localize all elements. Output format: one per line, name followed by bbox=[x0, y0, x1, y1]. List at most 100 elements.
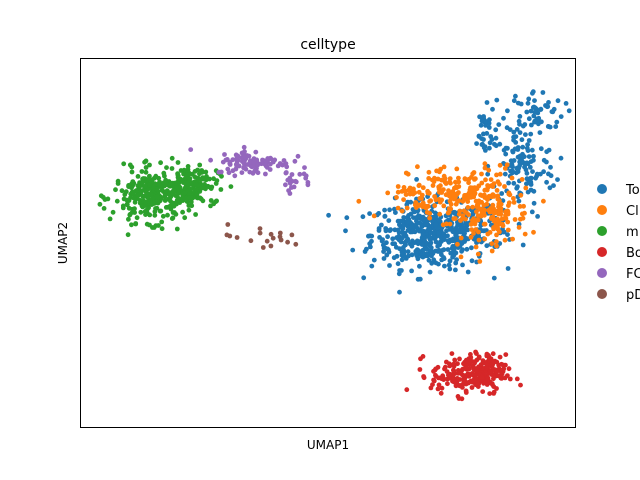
point bbox=[293, 179, 299, 185]
point bbox=[383, 226, 389, 231]
point bbox=[431, 378, 437, 384]
point bbox=[523, 132, 528, 138]
point bbox=[110, 209, 116, 215]
point bbox=[426, 176, 432, 181]
point bbox=[526, 116, 532, 122]
point bbox=[403, 170, 409, 176]
point bbox=[419, 192, 425, 198]
point bbox=[469, 385, 475, 390]
point bbox=[505, 227, 511, 233]
point bbox=[303, 175, 309, 181]
point bbox=[381, 242, 386, 248]
point bbox=[509, 175, 515, 181]
point bbox=[376, 211, 382, 216]
point bbox=[510, 149, 516, 155]
point bbox=[480, 389, 486, 394]
point bbox=[415, 276, 421, 282]
point bbox=[421, 232, 427, 237]
point bbox=[545, 104, 551, 109]
point bbox=[538, 146, 544, 152]
point bbox=[144, 192, 150, 198]
point bbox=[555, 98, 561, 104]
point bbox=[504, 125, 510, 131]
point bbox=[251, 159, 257, 165]
point bbox=[505, 209, 511, 215]
point bbox=[487, 368, 493, 374]
point bbox=[225, 222, 231, 227]
legend-marker-to bbox=[597, 184, 607, 194]
point bbox=[428, 385, 434, 391]
point bbox=[505, 266, 511, 271]
point bbox=[503, 151, 509, 157]
point bbox=[446, 262, 452, 268]
point bbox=[495, 216, 500, 222]
point bbox=[530, 169, 535, 175]
point bbox=[441, 164, 447, 170]
point bbox=[499, 216, 505, 222]
point bbox=[515, 145, 521, 150]
point bbox=[486, 167, 492, 173]
point bbox=[218, 187, 224, 192]
point bbox=[133, 188, 139, 194]
point bbox=[455, 370, 461, 376]
point bbox=[446, 206, 452, 212]
point bbox=[414, 251, 419, 257]
point bbox=[413, 222, 419, 228]
point bbox=[453, 201, 459, 207]
point bbox=[558, 155, 564, 161]
point bbox=[268, 161, 273, 167]
point bbox=[456, 396, 462, 401]
point bbox=[436, 382, 442, 388]
point bbox=[520, 123, 526, 129]
point bbox=[511, 158, 517, 163]
point bbox=[501, 115, 506, 121]
point bbox=[497, 171, 503, 177]
point bbox=[407, 241, 413, 247]
point bbox=[145, 177, 151, 182]
point bbox=[514, 126, 520, 132]
point bbox=[408, 199, 414, 205]
point bbox=[446, 361, 452, 367]
point bbox=[455, 241, 460, 247]
point bbox=[367, 211, 372, 217]
point bbox=[452, 216, 458, 221]
point bbox=[150, 195, 156, 201]
point bbox=[522, 210, 527, 216]
point bbox=[451, 227, 457, 233]
point bbox=[558, 114, 564, 119]
point bbox=[538, 106, 544, 112]
point bbox=[473, 176, 478, 182]
point bbox=[135, 193, 141, 198]
point bbox=[395, 261, 401, 267]
point bbox=[197, 189, 203, 194]
point bbox=[505, 145, 510, 151]
point bbox=[121, 161, 127, 167]
point bbox=[435, 386, 441, 392]
point bbox=[518, 382, 523, 388]
point bbox=[420, 354, 426, 359]
point bbox=[132, 195, 138, 201]
point bbox=[458, 218, 463, 224]
series-m bbox=[97, 155, 234, 238]
point bbox=[472, 221, 478, 227]
point bbox=[264, 165, 270, 170]
point bbox=[507, 376, 513, 382]
point bbox=[272, 157, 278, 163]
point bbox=[428, 235, 433, 241]
point bbox=[457, 383, 463, 389]
point bbox=[393, 210, 398, 216]
legend-label-fc: FC bbox=[626, 267, 640, 282]
point bbox=[435, 249, 441, 254]
point bbox=[487, 145, 492, 151]
point bbox=[146, 205, 152, 211]
point bbox=[107, 216, 113, 222]
point bbox=[168, 181, 174, 186]
point bbox=[461, 361, 466, 367]
series-pd bbox=[224, 222, 299, 250]
point bbox=[211, 176, 217, 182]
point bbox=[423, 222, 429, 228]
point bbox=[421, 374, 426, 379]
point bbox=[477, 206, 483, 212]
point bbox=[124, 202, 130, 208]
